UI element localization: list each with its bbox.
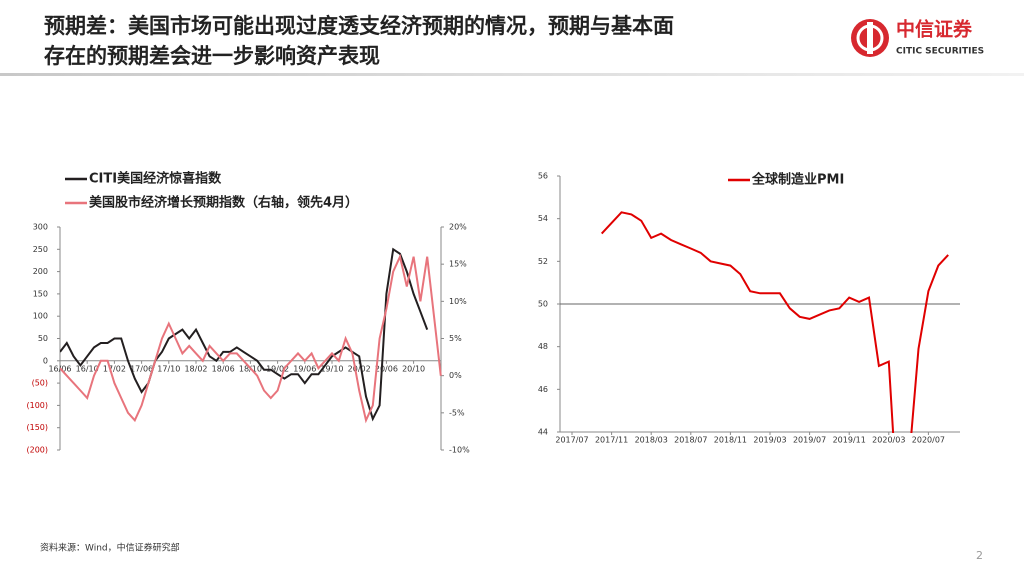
slide-title: 存在的预期差会进一步影响资产表现 xyxy=(44,44,380,68)
x-tick-label: 19/02 xyxy=(266,364,289,373)
x-tick-label: 17/10 xyxy=(157,364,180,373)
logo-subtitle: CITIC SECURITIES xyxy=(896,47,984,57)
source-note: 资料来源：Wind，中信证券研究部 xyxy=(40,542,180,554)
x-tick-label: 2018/07 xyxy=(674,436,707,445)
logo xyxy=(851,19,889,57)
x-tick-label: 2017/11 xyxy=(595,436,628,445)
y-tick-label: 46 xyxy=(538,385,548,394)
y-tick-label: (200) xyxy=(26,446,48,455)
legend-label: 美国股市经济增长预期指数（右轴，领先4月） xyxy=(89,195,358,211)
x-tick-label: 2019/11 xyxy=(833,436,866,445)
y-tick-label: 250 xyxy=(33,245,48,254)
y-tick-label: 50 xyxy=(538,300,548,309)
header-rule xyxy=(0,73,1024,76)
x-tick-label: 19/06 xyxy=(293,364,316,373)
y-tick-label: 50 xyxy=(38,334,48,343)
page-number: 2 xyxy=(976,549,983,562)
y2-tick-label: 20% xyxy=(449,223,467,232)
y2-tick-label: -5% xyxy=(449,408,465,417)
y2-tick-label: -10% xyxy=(449,446,470,455)
y-tick-label: 54 xyxy=(538,214,548,223)
x-tick-label: 20/06 xyxy=(375,364,398,373)
x-tick-label: 18/02 xyxy=(184,364,207,373)
x-tick-label: 2020/03 xyxy=(872,436,905,445)
x-tick-label: 2019/03 xyxy=(753,436,786,445)
x-tick-label: 17/06 xyxy=(130,364,153,373)
legend-label: 全球制造业PMI xyxy=(751,172,844,188)
y-tick-label: 44 xyxy=(538,428,548,437)
x-tick-label: 2017/07 xyxy=(555,436,588,445)
x-tick-label: 16/10 xyxy=(76,364,99,373)
y-tick-label: 200 xyxy=(33,267,48,276)
x-tick-label: 17/02 xyxy=(103,364,126,373)
y-tick-label: (100) xyxy=(26,401,48,410)
y-tick-label: (50) xyxy=(32,379,48,388)
y-tick-label: 150 xyxy=(33,289,48,298)
y-tick-label: (150) xyxy=(26,423,48,432)
y2-tick-label: 10% xyxy=(449,297,467,306)
y-tick-label: 52 xyxy=(538,257,548,266)
x-tick-label: 2018/03 xyxy=(635,436,668,445)
legend-label: CITI美国经济惊喜指数 xyxy=(89,171,222,187)
y-tick-label: 56 xyxy=(538,172,548,181)
series-line xyxy=(60,247,429,422)
y2-tick-label: 5% xyxy=(449,334,462,343)
x-tick-label: 2020/07 xyxy=(912,436,945,445)
x-tick-label: 2018/11 xyxy=(714,436,747,445)
x-tick-label: 2019/07 xyxy=(793,436,826,445)
slide-title: 预期差：美国市场可能出现过度透支经济预期的情况，预期与基本面 xyxy=(44,14,674,38)
x-tick-label: 20/10 xyxy=(402,364,425,373)
x-tick-label: 20/02 xyxy=(348,364,371,373)
logo-name: 中信证券 xyxy=(896,18,973,41)
y-tick-label: 300 xyxy=(33,223,48,232)
series-line xyxy=(600,211,949,433)
y2-tick-label: 0% xyxy=(449,371,462,380)
y-tick-label: 0 xyxy=(43,356,48,365)
x-tick-label: 19/10 xyxy=(320,364,343,373)
x-tick-label: 18/06 xyxy=(212,364,235,373)
y-tick-label: 48 xyxy=(538,342,548,351)
y-tick-label: 100 xyxy=(33,312,48,321)
y2-tick-label: 15% xyxy=(449,260,467,269)
series-line xyxy=(60,253,442,424)
